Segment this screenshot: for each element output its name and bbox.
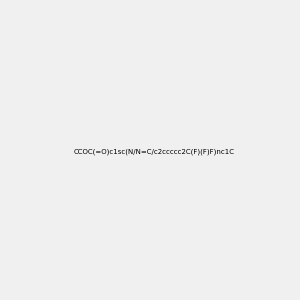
Text: CCOC(=O)c1sc(N/N=C/c2ccccc2C(F)(F)F)nc1C: CCOC(=O)c1sc(N/N=C/c2ccccc2C(F)(F)F)nc1C <box>73 148 234 155</box>
